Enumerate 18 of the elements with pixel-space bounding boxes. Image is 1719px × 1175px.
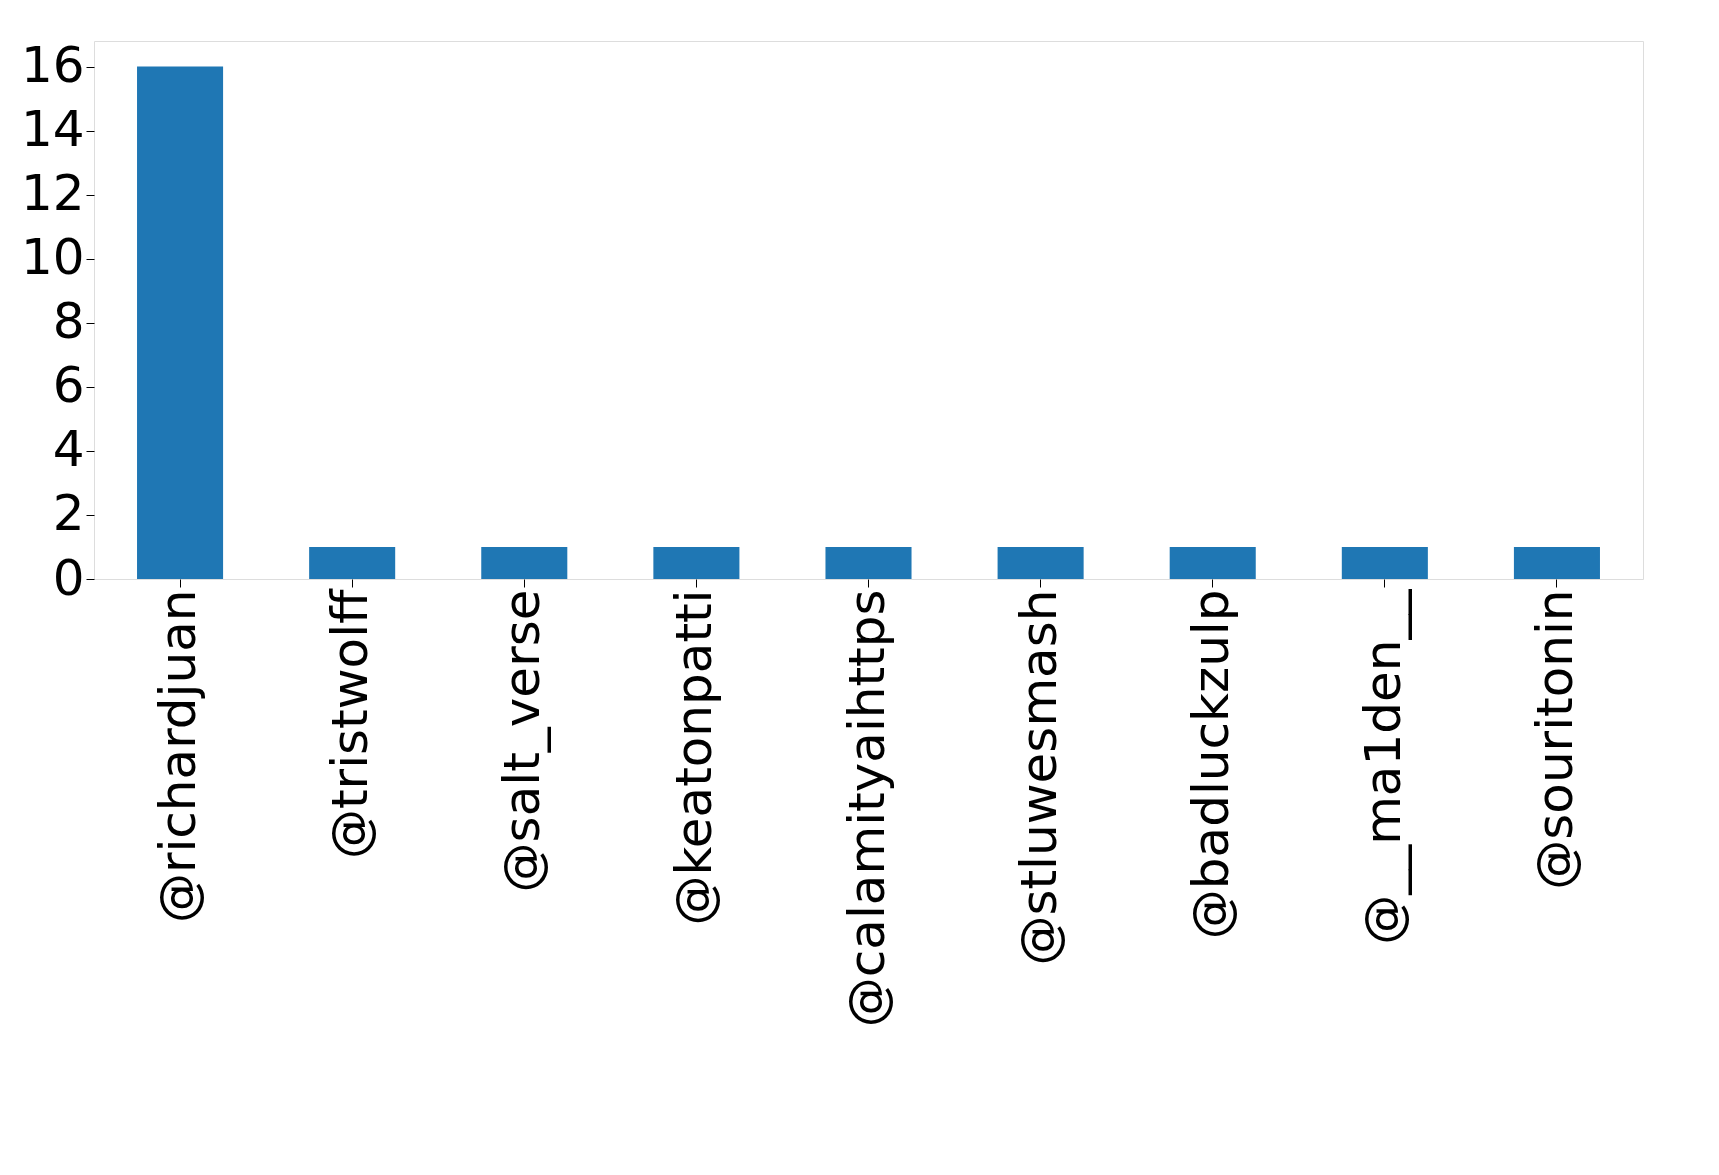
x-tick-label: @richardjuan bbox=[149, 589, 208, 924]
y-tick-label: 4 bbox=[52, 420, 85, 479]
y-tick-label: 14 bbox=[20, 100, 85, 159]
y-tick-label: 6 bbox=[52, 356, 85, 415]
x-tick-label: @badluckzulp bbox=[1181, 589, 1240, 940]
y-tick-label: 16 bbox=[20, 36, 85, 95]
x-tick-label: @salt_verse bbox=[493, 589, 552, 893]
y-tick-label: 2 bbox=[52, 484, 85, 543]
x-tick-label: @__ma1den__ bbox=[1353, 588, 1412, 945]
y-tick-label: 10 bbox=[20, 228, 85, 287]
x-tick-label: @tristwolff bbox=[321, 587, 380, 860]
x-tick-label: @calamityaihttps bbox=[837, 589, 896, 1028]
y-tick-label: 8 bbox=[52, 292, 85, 351]
y-tick-label: 0 bbox=[52, 548, 85, 607]
x-tick-label: @keatonpatti bbox=[665, 589, 724, 926]
x-tick-label: @stluwesmash bbox=[1009, 589, 1068, 966]
x-tick-label: @souritonin bbox=[1525, 589, 1584, 890]
y-tick-label: 12 bbox=[20, 164, 85, 223]
